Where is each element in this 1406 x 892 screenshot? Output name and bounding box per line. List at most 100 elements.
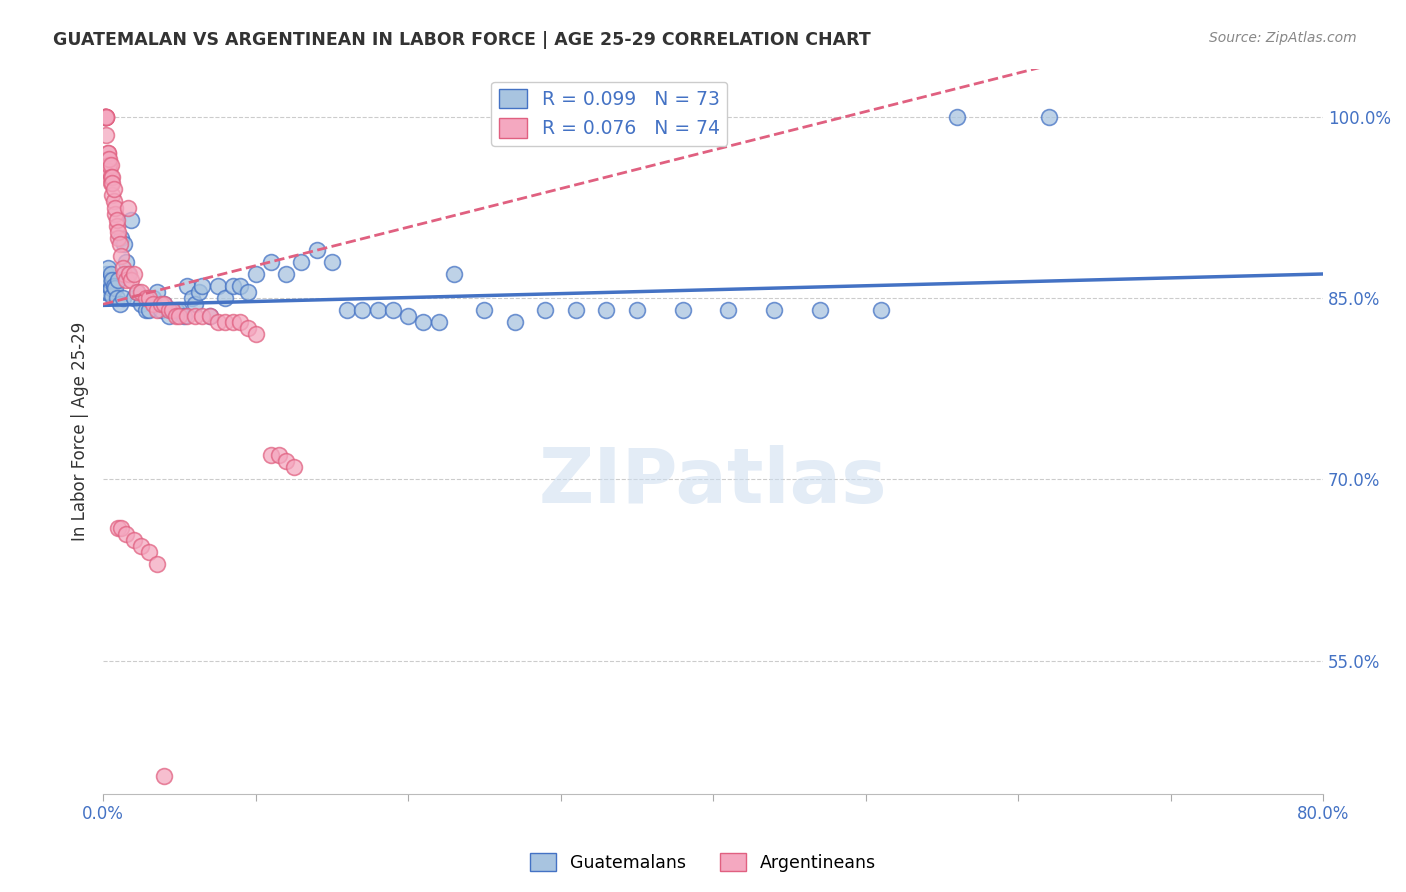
Point [103,279,125,293]
Point [222,315,245,329]
Point [626,303,648,318]
Point [138,545,160,559]
Point [122,533,145,547]
Point [381,303,404,318]
Point [100,170,122,185]
Point [138,303,160,318]
Point [96,110,118,124]
Point [122,291,145,305]
Point [110,231,132,245]
Point [118,267,141,281]
Point [367,303,389,318]
Point [98,273,121,287]
Point [110,249,132,263]
Point [103,194,125,209]
Point [107,231,129,245]
Point [214,315,236,329]
Point [145,303,167,318]
Point [183,297,205,311]
Point [96,128,118,142]
Point [93,110,115,124]
Point [427,315,450,329]
Point [98,279,121,293]
Point [129,297,152,311]
Point [169,310,191,324]
Point [157,310,180,324]
Point [115,526,138,541]
Point [336,303,359,318]
Point [946,110,969,124]
Point [565,303,588,318]
Point [97,152,120,166]
Point [870,303,893,318]
Point [245,267,267,281]
Point [534,303,557,318]
Point [93,110,115,124]
Point [111,291,134,305]
Point [236,321,259,335]
Point [115,255,138,269]
Point [717,303,740,318]
Point [100,281,122,295]
Point [180,291,202,305]
Point [150,303,173,318]
Point [104,201,127,215]
Point [321,255,343,269]
Point [97,164,120,178]
Point [105,212,128,227]
Point [276,267,298,281]
Point [222,279,245,293]
Point [117,267,139,281]
Point [595,303,617,318]
Legend: R = 0.099   N = 73, R = 0.076   N = 74: R = 0.099 N = 73, R = 0.076 N = 74 [491,81,727,145]
Point [129,539,152,553]
Point [207,315,229,329]
Point [474,303,496,318]
Point [176,279,198,293]
Point [114,236,136,251]
Point [135,303,157,318]
Point [108,297,131,311]
Point [169,303,191,318]
Point [104,281,127,295]
Point [122,267,145,281]
Point [138,291,160,305]
Point [110,521,132,535]
Point [115,273,138,287]
Point [145,285,167,299]
Point [100,177,122,191]
Point [305,243,328,257]
Point [107,225,129,239]
Point [97,260,120,275]
Point [103,182,125,196]
Point [105,219,128,233]
Point [165,310,187,324]
Point [97,158,120,172]
Text: GUATEMALAN VS ARGENTINEAN IN LABOR FORCE | AGE 25-29 CORRELATION CHART: GUATEMALAN VS ARGENTINEAN IN LABOR FORCE… [53,31,872,49]
Point [153,297,176,311]
Point [267,448,290,462]
Point [96,110,118,124]
Point [96,110,118,124]
Point [153,297,176,311]
Point [97,146,120,161]
Point [145,557,167,571]
Point [191,310,214,324]
Point [229,315,252,329]
Point [191,279,214,293]
Point [260,448,283,462]
Legend: Guatemalans, Argentineans: Guatemalans, Argentineans [523,847,883,879]
Point [125,285,148,299]
Point [503,315,526,329]
Point [96,110,118,124]
Point [283,460,305,475]
Point [808,303,831,318]
Point [165,303,187,318]
Point [236,285,259,299]
Point [672,303,695,318]
Point [150,297,173,311]
Point [120,212,142,227]
Point [104,206,127,220]
Point [160,303,183,318]
Y-axis label: In Labor Force | Age 25-29: In Labor Force | Age 25-29 [72,321,89,541]
